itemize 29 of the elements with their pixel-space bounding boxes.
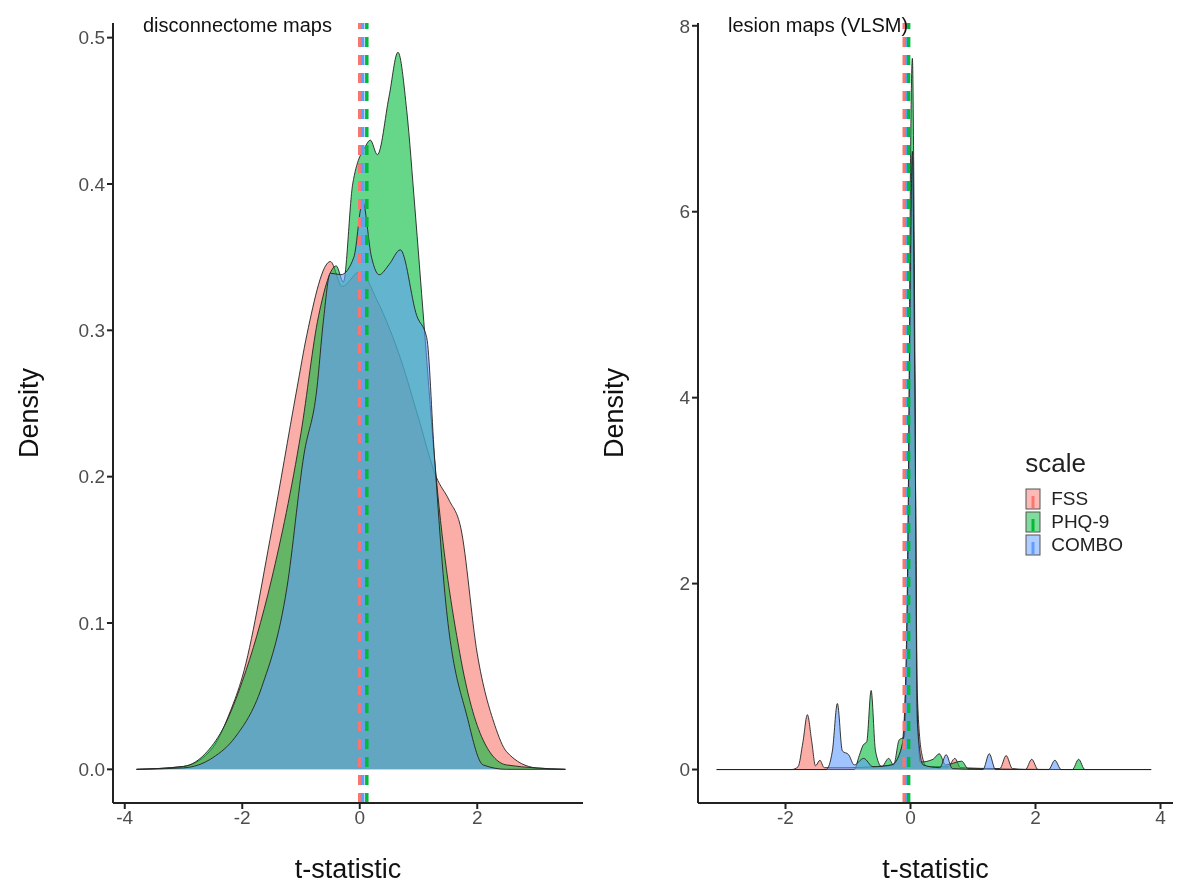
x-axis-title: t-statistic <box>294 854 402 884</box>
y-axis-title: Density <box>13 367 44 459</box>
x-tick-label: -2 <box>233 807 251 829</box>
legend-title: scale <box>1025 448 1087 479</box>
y-tick-label: 0.1 <box>78 612 105 634</box>
y-tick-label: 0.5 <box>78 27 105 49</box>
legend-label: COMBO <box>1051 533 1123 556</box>
x-tick-label: 2 <box>1030 807 1041 829</box>
y-tick-label: 0.4 <box>78 173 106 195</box>
y-tick-label: 6 <box>679 201 690 223</box>
y-tick-label: 2 <box>679 573 690 595</box>
x-tick-label: 0 <box>354 807 366 829</box>
x-tick-label: 0 <box>905 807 916 829</box>
legend-label: PHQ-9 <box>1051 510 1110 533</box>
y-axis-title: Density <box>598 367 629 459</box>
legend-label: FSS <box>1051 487 1089 510</box>
y-tick-label: 0.3 <box>78 320 105 342</box>
y-tick-label: 4 <box>679 387 691 409</box>
y-tick-label: 8 <box>679 15 690 37</box>
x-tick-label: 2 <box>471 807 483 829</box>
x-tick-label: 4 <box>1155 807 1167 829</box>
x-tick-label: -2 <box>777 807 794 829</box>
y-tick-label: 0.0 <box>78 759 105 781</box>
chart-title: disconnectome maps <box>143 14 332 37</box>
y-tick-label: 0 <box>679 759 690 781</box>
x-tick-label: -4 <box>116 807 134 829</box>
y-tick-label: 0.2 <box>78 466 105 488</box>
x-axis-title: t-statistic <box>882 854 989 884</box>
chart-title: lesion maps (VLSM) <box>728 14 909 37</box>
